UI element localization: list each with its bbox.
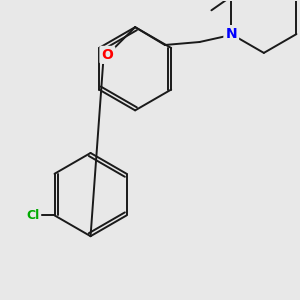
Text: N: N [225, 27, 237, 41]
Text: Cl: Cl [26, 209, 39, 222]
Text: O: O [101, 48, 113, 62]
